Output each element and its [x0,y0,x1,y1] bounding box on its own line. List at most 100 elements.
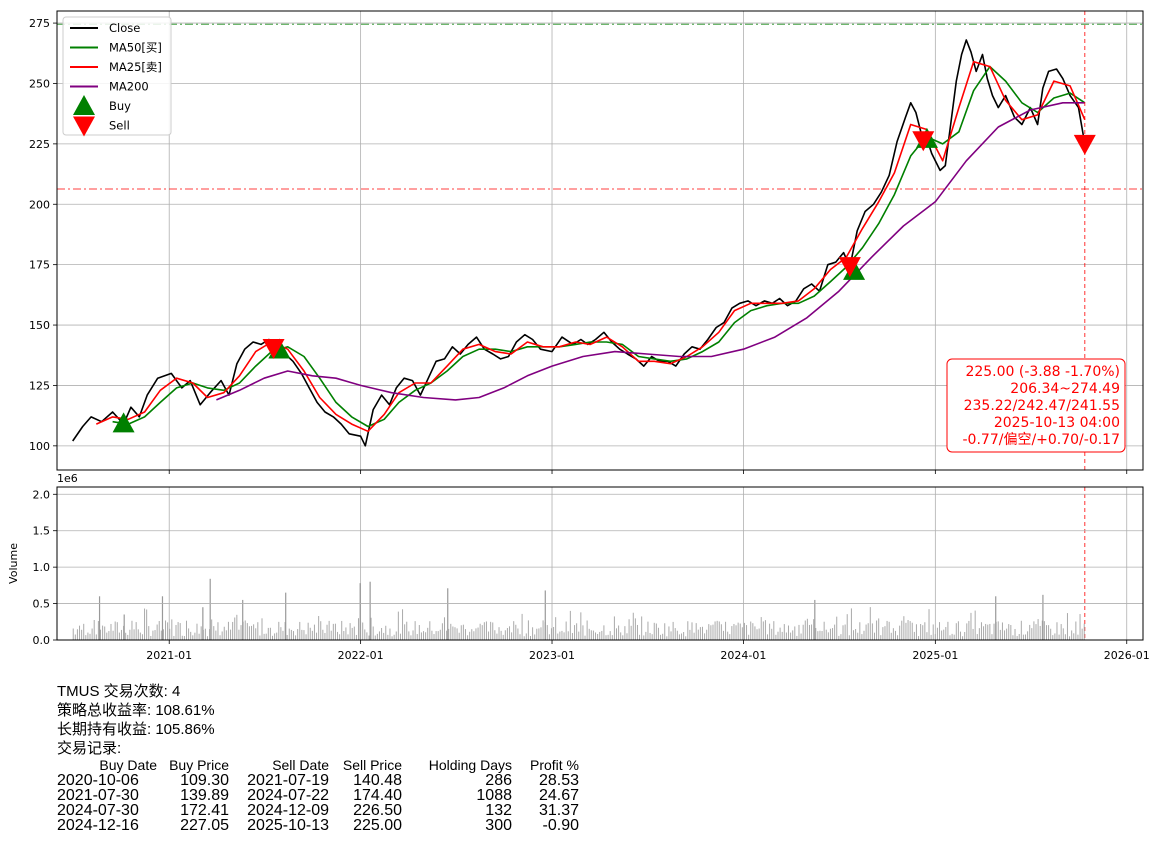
volume-bar [431,630,433,640]
volume-bar [267,627,269,640]
volume-bar [691,622,693,640]
volume-bar [370,617,372,640]
volume-bar [762,621,764,640]
volume-bar [162,629,164,640]
volume-bar [89,633,91,640]
volume-bar [580,612,582,640]
volume-bar [213,626,215,640]
volume-bar [674,628,676,640]
volume-bar [842,625,844,640]
volume-bar [104,626,106,640]
volume-bar [97,621,99,640]
volume-bar [532,627,534,640]
volume-bar [200,626,202,640]
volume-bar [322,629,324,640]
volume-bar [439,629,441,640]
volume-bar [825,629,827,640]
volume-bar [584,635,586,640]
volume-bar [527,620,529,640]
volume-bar [452,626,454,640]
header-sell-date: Sell Date [272,757,329,773]
volume-offset-label: 1e6 [57,472,78,485]
volume-bar [359,583,361,640]
volume-bar [284,622,286,640]
volume-bar [750,621,752,640]
volume-bar [223,626,225,640]
volume-bar [217,622,219,640]
volume-bar [905,622,907,640]
volume-bar [1020,620,1022,640]
volume-bar [647,621,649,640]
volume-bar [517,628,519,640]
volume-bar [615,628,617,640]
volume-bar [1042,594,1044,640]
volume-bar [240,625,242,640]
volume-bar [1041,620,1043,640]
volume-bar [215,630,217,640]
volume-bar [481,625,483,640]
volume-bar [546,625,548,640]
volume-bar [934,634,936,640]
volume-bar [878,618,880,640]
volume-bar [408,631,410,640]
volume-bar [1027,631,1029,640]
volume-bar [324,632,326,640]
volume-bar [571,633,573,640]
volume-bar [127,634,129,640]
volume-bar [509,626,511,640]
volume-bar [983,626,985,640]
volume-bar [232,621,234,640]
volume-bar [693,632,695,640]
volume-bar [488,631,490,640]
volume-bar [502,634,504,640]
volume-bar [83,623,85,640]
volume-bar [99,629,101,640]
volume-bar [278,621,280,640]
volume-bar [959,631,961,640]
volume-bar [978,628,980,640]
volume-bar [735,625,737,640]
volume-bar [767,634,769,640]
volume-bar [666,636,668,640]
volume-bar [951,633,953,640]
volume-bar [219,635,221,640]
volume-bar [607,634,609,640]
annotation-box [946,358,1126,453]
volume-bar [752,623,754,640]
volume-bar [932,624,934,640]
volume-bar [198,633,200,640]
volume-bar [559,631,561,640]
volume-bar [227,621,229,640]
volume-bar [834,624,836,640]
volume-bar [123,625,125,640]
buy-price-cell: 227.05 [180,817,229,834]
volume-bar [609,631,611,640]
volume-bar [209,578,211,640]
volume-bar [861,634,863,640]
buy-price-cell: 139.89 [180,787,229,804]
volume-bar [93,620,95,640]
volume-bar [374,635,376,640]
volume-bar [95,634,97,640]
volume-bar [133,629,135,640]
volume-bar [171,619,173,640]
volume-bar [108,631,110,640]
buy-marker [112,412,135,433]
legend-label: Close [109,21,140,35]
volume-bar [129,629,131,640]
volume-bar [330,630,332,640]
volume-bar [697,629,699,640]
table-row: 2021-07-30 139.89 2024-07-22 174.40 1088… [57,787,579,804]
volume-bar [251,625,253,640]
volume-bar [999,629,1001,640]
volume-bar [1081,628,1083,640]
volume-bar [460,625,462,640]
volume-bar [683,632,685,640]
volume-bar [892,628,894,640]
volume-bar [139,632,141,640]
volume-bar [154,630,156,640]
volume-bar [246,623,248,640]
volume-bar [718,621,720,640]
volume-bar [521,613,523,640]
volume-bar [196,623,198,640]
